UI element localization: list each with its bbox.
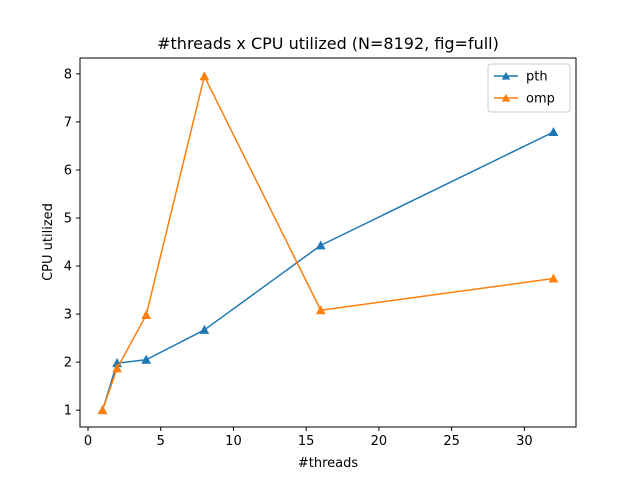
data-point-omp (548, 273, 559, 283)
x-tick-label: 5 (157, 434, 165, 449)
y-tick-label: 4 (64, 260, 72, 275)
y-tick-label: 1 (64, 404, 72, 419)
series-line-omp (101, 75, 554, 411)
data-point-omp (199, 71, 210, 81)
legend-marker-omp (501, 93, 511, 102)
x-axis-label: #threads (298, 456, 359, 471)
y-tick-label: 5 (64, 211, 72, 226)
data-point-pth (199, 324, 210, 334)
legend: pth omp (487, 63, 571, 113)
chart-title: #threads x CPU utilized (N=8192, fig=ful… (157, 34, 499, 53)
data-point-omp (97, 405, 108, 415)
data-point-omp (112, 363, 122, 373)
legend-marker-pth (501, 71, 511, 80)
data-point-pth (548, 126, 559, 136)
y-tick-label: 3 (64, 308, 72, 323)
y-axis: 1 2 3 4 5 6 7 8 (64, 67, 80, 419)
data-point-omp (141, 310, 152, 320)
x-tick-label: 0 (84, 434, 92, 449)
x-tick-label: 20 (371, 434, 388, 449)
plot-area (97, 71, 559, 415)
axes-frame (79, 57, 577, 428)
series-line-pth (101, 131, 554, 411)
data-point-omp (315, 305, 326, 315)
y-tick-label: 7 (64, 115, 72, 130)
x-axis: 0 5 10 15 20 25 30 (84, 427, 533, 449)
y-tick-label: 8 (64, 67, 72, 82)
y-axis-label: CPU utilized (41, 203, 56, 281)
x-tick-label: 25 (443, 434, 460, 449)
legend-label-pth: pth (526, 70, 548, 85)
legend-label-omp: omp (526, 92, 555, 107)
y-tick-label: 6 (64, 163, 72, 178)
data-point-pth (315, 240, 326, 250)
x-tick-label: 30 (516, 434, 533, 449)
y-tick-label: 2 (64, 356, 72, 371)
x-tick-label: 15 (298, 434, 315, 449)
x-tick-label: 10 (225, 434, 242, 449)
data-point-pth (141, 354, 152, 364)
